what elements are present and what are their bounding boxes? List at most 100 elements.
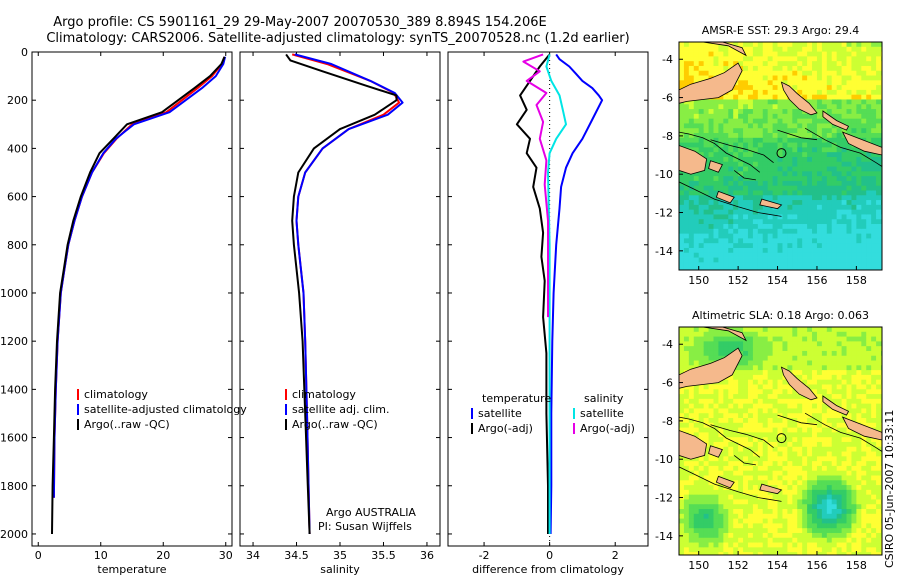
sst_map-cell [841,156,847,163]
sla_map-cell [752,528,759,534]
sla_map-cell [812,523,818,529]
sla_map-cell [782,365,788,371]
sla_map-cell [856,509,862,515]
sst_map-cell [679,243,685,249]
sst_map-cell [836,247,842,254]
sla_map-cell [876,518,882,524]
sla_map-cell [846,398,852,405]
sst_map-cell [821,42,828,48]
sst_map-cell [841,238,847,244]
sst_map-cell [708,257,714,263]
salinity-legend-label: climatology [292,388,356,401]
sst_map-cell [713,156,719,163]
sst_map-cell [831,252,838,258]
sst_map-cell [762,262,769,268]
sst_map-cell [787,80,793,86]
sla_map-cell [792,413,798,419]
sst_map-cell [861,89,867,96]
sst_map-cell [762,75,769,81]
sst_map-cell [836,190,842,196]
sla_map-cell [777,494,783,500]
sla_map-cell [876,470,882,476]
sla_map-cell [767,552,774,555]
sla_map-cell [728,432,734,438]
sst_map-cell [816,99,823,105]
sla_map-cell [807,470,813,476]
sla_map-cell [812,331,818,337]
sla_map-cell [782,499,788,505]
sst_map-cell [688,104,695,110]
sla_map-cell [861,384,867,390]
sla_map-cell [688,542,695,548]
sst_map-cell [743,147,749,153]
sla_map-cell [738,451,744,457]
sla_map-cell [757,446,764,452]
sst_map-cell [866,80,872,86]
sst_map-cell [767,133,774,139]
sla_map-cell [747,341,754,347]
sst_map-cell [787,214,793,220]
sla_map-cell [762,480,769,486]
sst_map-cell [816,137,823,143]
sst_map-cell [757,257,764,263]
sla_map-cell [728,422,734,428]
sst_map-cell [757,133,764,139]
sla_map-cell [841,547,847,553]
sst_map-cell [851,46,857,52]
sst_map-cell [821,233,828,239]
sla_map-cell [846,547,852,553]
sla_map-cell [703,350,709,357]
sla_map-cell [723,528,729,534]
sst_map-cell [802,46,808,52]
sla_map-cell [703,427,709,433]
sst_map-cell [698,152,705,158]
sst_map-cell [792,257,798,263]
sst_map-cell [752,214,759,220]
sst_map-cell [807,252,813,258]
sst_map-cell [738,156,744,163]
sst_map-coastline [679,181,782,217]
sst_map-cell [752,180,759,187]
sst_map-cell [826,156,833,163]
sst_map-cell [836,219,842,225]
sst_map-cell [693,214,700,220]
sst_map-cell [767,180,774,187]
sla_map-cell [738,532,744,539]
sla_map-cell [826,475,833,481]
sst_map-cell [831,156,838,163]
sla_map-cell [787,336,793,342]
sla_map-cell [743,494,749,500]
sst_map-cell [866,262,872,268]
sla_map-cell [782,518,788,524]
sla_map-cell [816,336,823,342]
sst_map-cell [782,156,788,163]
sla_map-cell [861,542,867,548]
sst_map-cell [846,156,852,163]
sla_map-cell [802,528,808,534]
sla_map-cell [708,532,714,539]
sst_map-cell [703,262,709,268]
sla_map-cell [718,518,724,524]
sla_map-cell [876,504,882,510]
sst_map-cell [836,200,842,206]
sst_map-cell [851,190,857,196]
sst_map-cell [762,224,769,230]
sst_map-cell [688,65,695,72]
sst_map-cell [698,257,705,263]
sst_map-cell [738,51,744,57]
sst_map-cell [767,228,774,234]
sst_map-cell [747,224,754,230]
sla_map-cell [693,465,700,472]
sst_map-cell [767,190,774,196]
sst_map-cell [816,128,823,134]
sst_map-cell [866,214,872,220]
sst_map-cell [856,224,862,230]
sst_map-xtick-label: 156 [806,274,827,287]
sst_map-cell [782,252,788,258]
sst_map-cell [757,262,764,268]
sla_map-cell [841,350,847,357]
sst_map-cell [733,147,739,153]
sla_map-cell [698,504,705,510]
sla_map-cell [743,379,749,385]
sla_map-cell [871,456,877,462]
